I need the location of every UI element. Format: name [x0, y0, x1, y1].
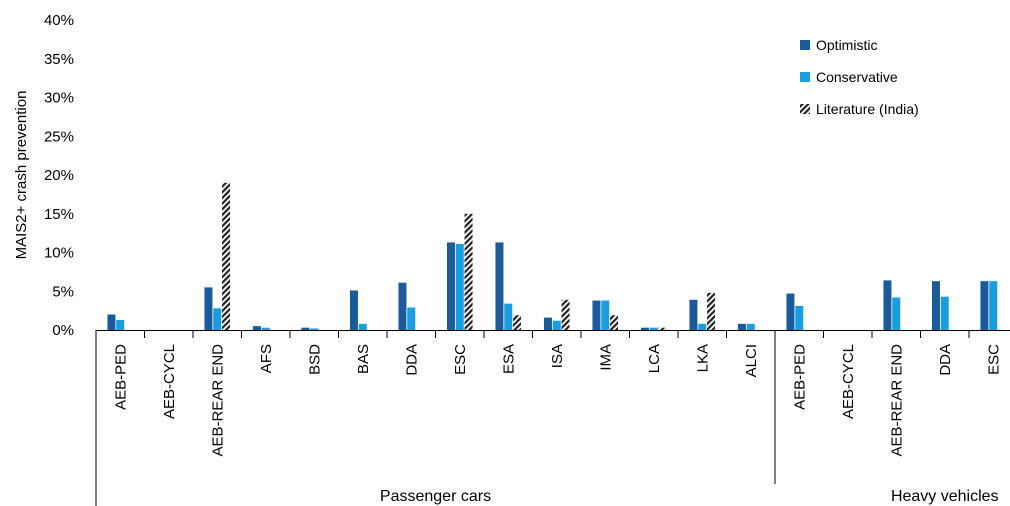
bar: [737, 323, 746, 330]
y-tick-label: 30%: [44, 90, 74, 107]
bar: [561, 299, 570, 330]
bar: [116, 319, 125, 330]
y-tick-label: 10%: [44, 245, 74, 262]
category-label: AEB-PED: [791, 344, 808, 410]
bar: [940, 296, 949, 330]
bar: [883, 280, 892, 330]
bar: [107, 314, 116, 330]
category-label: ALCI: [743, 344, 760, 377]
legend-swatch: [800, 104, 810, 114]
group-label: Passenger cars: [380, 488, 491, 505]
bar: [455, 243, 464, 330]
y-tick-label: 25%: [44, 128, 74, 145]
bar: [301, 327, 310, 330]
bar: [649, 327, 658, 330]
y-tick-label: 20%: [44, 167, 74, 184]
legend-label: Optimistic: [816, 37, 877, 53]
bar: [989, 281, 998, 330]
bar: [398, 282, 407, 330]
bar: [552, 320, 561, 330]
y-tick-label: 15%: [44, 206, 74, 223]
bar: [795, 305, 804, 330]
category-label: ESC: [452, 344, 469, 375]
category-label: IMA: [597, 344, 614, 371]
y-tick-label: 5%: [52, 283, 74, 300]
category-label: DDA: [403, 344, 420, 376]
category-label: LKA: [694, 344, 711, 372]
category-label: AFS: [258, 344, 275, 373]
bar: [892, 297, 901, 330]
bars: [107, 182, 998, 330]
bar: [707, 292, 716, 330]
bar: [252, 326, 261, 330]
y-tick-label: 35%: [44, 51, 74, 68]
group-label: Heavy vehicles: [891, 488, 999, 505]
legend: Optimistic Conservative Literature (India): [800, 37, 919, 117]
category-label: AEB-REAR END: [888, 344, 905, 457]
bar: [698, 323, 707, 330]
category-label: ISA: [549, 344, 566, 368]
bar: [407, 307, 416, 330]
legend-label: Literature (India): [816, 101, 919, 117]
bar: [446, 242, 455, 330]
category-label: ESA: [500, 344, 517, 374]
category-label: AEB-PED: [112, 344, 129, 410]
y-tick-label: 0%: [52, 322, 74, 339]
bar: [658, 327, 667, 330]
bar: [601, 300, 610, 330]
bar: [213, 308, 222, 330]
category-label: AEB-REAR END: [209, 344, 226, 457]
bar: [504, 303, 513, 330]
legend-label: Conservative: [816, 69, 898, 85]
category-label: LCA: [646, 344, 663, 373]
category-label: BAS: [355, 344, 372, 374]
y-tick-label: 40%: [44, 12, 74, 29]
legend-swatch: [800, 72, 810, 82]
bar: [349, 290, 358, 330]
bar: [310, 328, 319, 330]
bar: [980, 281, 989, 330]
bar: [592, 300, 601, 330]
bar: [543, 317, 552, 330]
bar: [464, 213, 473, 330]
bar: [746, 323, 755, 330]
bar: [261, 327, 270, 330]
category-label: DDA: [937, 344, 954, 376]
bar: [689, 299, 698, 330]
bar: [786, 293, 795, 330]
bar: [931, 281, 940, 330]
category-label: BSD: [306, 344, 323, 375]
bar: [222, 182, 231, 330]
category-labels: AEB-PED AEB-CYCL AEB-REAR END AFS BSD BAS DDA E…: [112, 344, 1002, 457]
category-label: AEB-CYCL: [161, 344, 178, 419]
x-axis: [95, 330, 1010, 506]
y-axis-label: MAIS2+ crash prevention: [13, 91, 30, 260]
category-label: ESC: [985, 344, 1002, 375]
category-label: AEB-CYCL: [840, 344, 857, 419]
bar: [640, 327, 649, 330]
bar: [495, 242, 504, 330]
bar: [204, 287, 213, 330]
legend-swatch: [800, 40, 810, 50]
bar: [610, 315, 619, 330]
y-axis-ticks: 0% 5% 10% 15% 20% 25% 30% 35% 40%: [44, 12, 74, 339]
bar: [513, 315, 522, 330]
bar: [358, 323, 367, 330]
